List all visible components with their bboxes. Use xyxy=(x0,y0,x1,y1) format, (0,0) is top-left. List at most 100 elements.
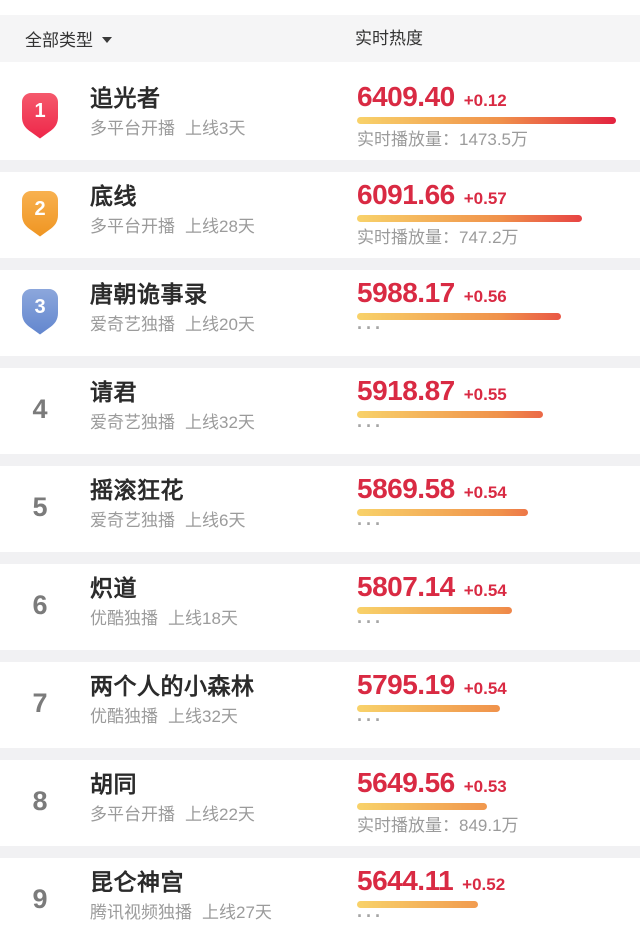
heat-delta: +0.57 xyxy=(463,189,507,208)
platform-label: 优酷独播 xyxy=(90,609,158,628)
heat-value-row: 6091.66 +0.57 xyxy=(357,179,507,211)
heat-value-row: 5795.19 +0.54 xyxy=(357,669,507,701)
days-online-label: 上线32天 xyxy=(168,707,238,726)
days-online-label: 上线20天 xyxy=(185,315,255,334)
heat-delta: +0.55 xyxy=(463,385,507,404)
drama-subtitle: 多平台开播 上线28天 xyxy=(90,216,255,238)
ellipsis-label: ··· xyxy=(357,318,384,338)
heat-delta: +0.54 xyxy=(463,679,507,698)
caret-down-icon xyxy=(102,36,112,43)
drama-subtitle: 多平台开播 上线3天 xyxy=(90,118,245,140)
heat-value: 5644.11 xyxy=(357,865,454,896)
platform-label: 腾讯视频独播 xyxy=(90,903,192,922)
playcount-label: 实时播放量：849.1万 xyxy=(357,816,519,835)
drama-subtitle: 腾讯视频独播 上线27天 xyxy=(90,902,272,924)
heat-value: 5795.19 xyxy=(357,669,455,700)
heat-value: 6409.40 xyxy=(357,81,455,112)
platform-label: 爱奇艺独播 xyxy=(90,315,175,334)
days-online-label: 上线22天 xyxy=(185,805,255,824)
heat-value-row: 5918.87 +0.55 xyxy=(357,375,507,407)
heat-bar xyxy=(357,901,478,908)
ranking-row[interactable]: 7 两个人的小森林 优酷独播 上线32天 5795.19 +0.54 ··· xyxy=(0,662,640,748)
heat-value: 5869.58 xyxy=(357,473,455,504)
rank-badge: 3 xyxy=(22,289,58,335)
ranking-row[interactable]: 8 胡同 多平台开播 上线22天 5649.56 +0.53 实时播放量：849.1… xyxy=(0,760,640,846)
drama-subtitle: 优酷独播 上线32天 xyxy=(90,706,238,728)
ellipsis-label: ··· xyxy=(357,710,384,730)
heat-bar xyxy=(357,509,528,516)
rank-number: 8 xyxy=(32,786,48,816)
drama-title: 两个人的小森林 xyxy=(90,673,255,699)
drama-title: 请君 xyxy=(90,379,137,405)
drama-subtitle: 爱奇艺独播 上线6天 xyxy=(90,510,245,532)
platform-label: 爱奇艺独播 xyxy=(90,511,175,530)
ranking-list: 1 追光者 多平台开播 上线3天 6409.40 +0.12 实时播放量：1473.… xyxy=(0,62,640,944)
ellipsis-label: ··· xyxy=(357,416,384,436)
heat-value-row: 5988.17 +0.56 xyxy=(357,277,507,309)
heat-delta: +0.53 xyxy=(463,777,507,796)
drama-title: 炽道 xyxy=(90,575,137,601)
rank-number: 1 xyxy=(34,100,46,122)
days-online-label: 上线27天 xyxy=(202,903,272,922)
drama-title: 唐朝诡事录 xyxy=(90,281,208,307)
heat-bar xyxy=(357,607,512,614)
days-online-label: 上线32天 xyxy=(185,413,255,432)
ranking-row[interactable]: 5 摇滚狂花 爱奇艺独播 上线6天 5869.58 +0.54 ··· xyxy=(0,466,640,552)
heat-value: 5649.56 xyxy=(357,767,455,798)
platform-label: 多平台开播 xyxy=(90,805,175,824)
heat-value: 5918.87 xyxy=(357,375,455,406)
rank-number: 6 xyxy=(32,590,48,620)
playcount-label: 实时播放量：747.2万 xyxy=(357,228,519,247)
days-online-label: 上线28天 xyxy=(185,217,255,236)
heat-value-row: 5649.56 +0.53 xyxy=(357,767,507,799)
heat-value: 5988.17 xyxy=(357,277,455,308)
ranking-row[interactable]: 2 底线 多平台开播 上线28天 6091.66 +0.57 实时播放量：747.2… xyxy=(0,172,640,258)
drama-subtitle: 优酷独播 上线18天 xyxy=(90,608,238,630)
drama-subtitle: 多平台开播 上线22天 xyxy=(90,804,255,826)
ranking-row[interactable]: 9 昆仑神宫 腾讯视频独播 上线27天 5644.11 +0.52 ··· xyxy=(0,858,640,944)
rank-badge: 1 xyxy=(22,93,58,139)
playcount-label: 实时播放量：1473.5万 xyxy=(357,130,528,149)
realtime-heat-column-header: 实时热度 xyxy=(355,29,423,48)
drama-subtitle: 爱奇艺独播 上线20天 xyxy=(90,314,255,336)
heat-value-row: 5644.11 +0.52 xyxy=(357,865,505,897)
heat-delta: +0.54 xyxy=(463,483,507,502)
heat-bar xyxy=(357,215,582,222)
drama-title: 摇滚狂花 xyxy=(90,477,184,503)
drama-title: 胡同 xyxy=(90,771,137,797)
rank-number: 9 xyxy=(32,884,48,914)
drama-subtitle: 爱奇艺独播 上线32天 xyxy=(90,412,255,434)
ranking-row[interactable]: 6 炽道 优酷独播 上线18天 5807.14 +0.54 ··· xyxy=(0,564,640,650)
platform-label: 优酷独播 xyxy=(90,707,158,726)
type-filter-dropdown[interactable]: 全部类型 xyxy=(25,15,112,62)
days-online-label: 上线3天 xyxy=(185,119,246,138)
heat-bar xyxy=(357,117,616,124)
heat-bar xyxy=(357,803,487,810)
ranking-row[interactable]: 4 请君 爱奇艺独播 上线32天 5918.87 +0.55 ··· xyxy=(0,368,640,454)
rank-number: 2 xyxy=(34,198,46,220)
list-header-bar: 全部类型 实时热度 xyxy=(0,15,640,62)
heat-delta: +0.56 xyxy=(463,287,507,306)
platform-label: 爱奇艺独播 xyxy=(90,413,175,432)
ellipsis-label: ··· xyxy=(357,612,384,632)
drama-title: 底线 xyxy=(90,183,137,209)
heat-value: 6091.66 xyxy=(357,179,455,210)
heat-delta: +0.12 xyxy=(463,91,507,110)
ranking-row[interactable]: 3 唐朝诡事录 爱奇艺独播 上线20天 5988.17 +0.56 ··· xyxy=(0,270,640,356)
heat-bar xyxy=(357,705,500,712)
drama-title: 昆仑神宫 xyxy=(90,869,184,895)
platform-label: 多平台开播 xyxy=(90,217,175,236)
rank-badge: 2 xyxy=(22,191,58,237)
heat-bar xyxy=(357,313,561,320)
rank-number: 3 xyxy=(34,296,46,318)
rank-number: 5 xyxy=(32,492,48,522)
heat-bar xyxy=(357,411,543,418)
heat-value: 5807.14 xyxy=(357,571,455,602)
heat-delta: +0.54 xyxy=(463,581,507,600)
type-filter-label: 全部类型 xyxy=(25,31,93,50)
days-online-label: 上线18天 xyxy=(168,609,238,628)
top-strip xyxy=(0,0,640,15)
heat-value-row: 5869.58 +0.54 xyxy=(357,473,507,505)
ranking-row[interactable]: 1 追光者 多平台开播 上线3天 6409.40 +0.12 实时播放量：1473.… xyxy=(0,62,640,160)
platform-label: 多平台开播 xyxy=(90,119,175,138)
